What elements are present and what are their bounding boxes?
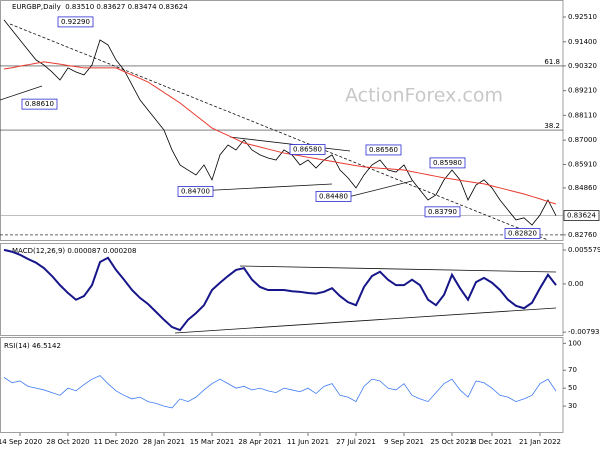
rsi-title: RSI(14) 46.5142	[4, 342, 61, 350]
trendline	[239, 265, 557, 273]
annotation-label: 0.84480	[319, 192, 348, 200]
annotation-box	[315, 191, 352, 202]
y-tick-label: 0.00	[568, 280, 584, 288]
macd-title: MACD(12,26,9) 0.000087 0.000208	[12, 247, 136, 255]
annotation-box	[424, 206, 461, 218]
x-tick-label: 14 Sep 2020	[0, 438, 42, 446]
series-line	[3, 61, 557, 205]
current-price-label: 0.83624	[567, 212, 596, 220]
y-tick-label: 50	[568, 384, 577, 392]
x-tick-label: 9 Sep 2021	[384, 438, 424, 446]
current-price-box	[563, 210, 600, 221]
annotation-label: 0.84700	[181, 188, 210, 196]
frame	[0, 0, 564, 433]
x-tick-label: 8 Dec 2021	[472, 438, 512, 446]
x-tick-label: 28 Jan 2021	[143, 438, 185, 446]
annotation-box	[504, 228, 541, 239]
y-tick-label: 30	[568, 402, 577, 410]
macd-panel	[0, 243, 564, 336]
level-label: 38.2	[544, 122, 560, 130]
x-tick-label: 11 Dec 2020	[94, 438, 139, 446]
y-tick-label: 0.82760	[568, 231, 597, 239]
annotation-label: 0.85980	[433, 159, 462, 167]
x-tick-label: 28 Oct 2020	[46, 438, 89, 446]
price-panel	[0, 0, 564, 241]
trendline	[347, 180, 413, 198]
trendline	[229, 136, 351, 152]
annotation-label: 0.86560	[369, 146, 398, 154]
y-tick-label: 0.89210	[568, 87, 597, 95]
y-tick-label: 0.88110	[568, 111, 597, 119]
trendline	[174, 307, 557, 334]
annotation-box	[429, 157, 466, 169]
y-tick-label: 0.005579	[568, 246, 600, 254]
series-line	[3, 375, 557, 409]
level-label: 61.8	[544, 58, 560, 66]
trendline	[0, 85, 43, 101]
y-tick-label: 70	[568, 366, 577, 374]
annotation-label: 0.83790	[428, 208, 457, 216]
watermark: ActionForex.com	[345, 85, 503, 107]
annotation-label: 0.86580	[293, 145, 322, 153]
x-tick-label: 28 Apr 2021	[238, 438, 281, 446]
annotation-box	[57, 16, 94, 28]
y-tick-label: 100	[568, 339, 581, 347]
annotation-label: 0.92290	[61, 18, 90, 26]
x-tick-label: 15 Mar 2021	[190, 438, 234, 446]
x-tick-label: 27 Jul 2021	[336, 438, 376, 446]
rsi-panel	[0, 337, 564, 433]
series-line	[3, 248, 557, 332]
annotation-label: 0.88610	[25, 100, 54, 108]
x-tick-label: 21 Jan 2022	[519, 438, 561, 446]
y-tick-label: 0.87000	[568, 136, 597, 144]
trendline	[9, 23, 549, 241]
y-tick-label: 0.91400	[568, 38, 597, 46]
chart-title: EURGBP,Daily 0.83510 0.83627 0.83474 0.8…	[12, 3, 188, 11]
annotation-box	[21, 98, 58, 110]
y-tick-label: 0.85910	[568, 160, 597, 168]
x-tick-label: 11 Jun 2021	[287, 438, 329, 446]
annotation-label: 0.82820	[508, 230, 537, 238]
series-line	[3, 19, 557, 226]
y-tick-label: 0.90320	[568, 62, 597, 70]
y-tick-label: 0.84860	[568, 184, 597, 192]
x-tick-label: 25 Oct 2021	[430, 438, 473, 446]
annotation-box	[177, 186, 214, 197]
y-tick-label: 0.92510	[568, 13, 597, 21]
annotation-box	[289, 144, 326, 155]
annotation-box	[365, 144, 402, 156]
